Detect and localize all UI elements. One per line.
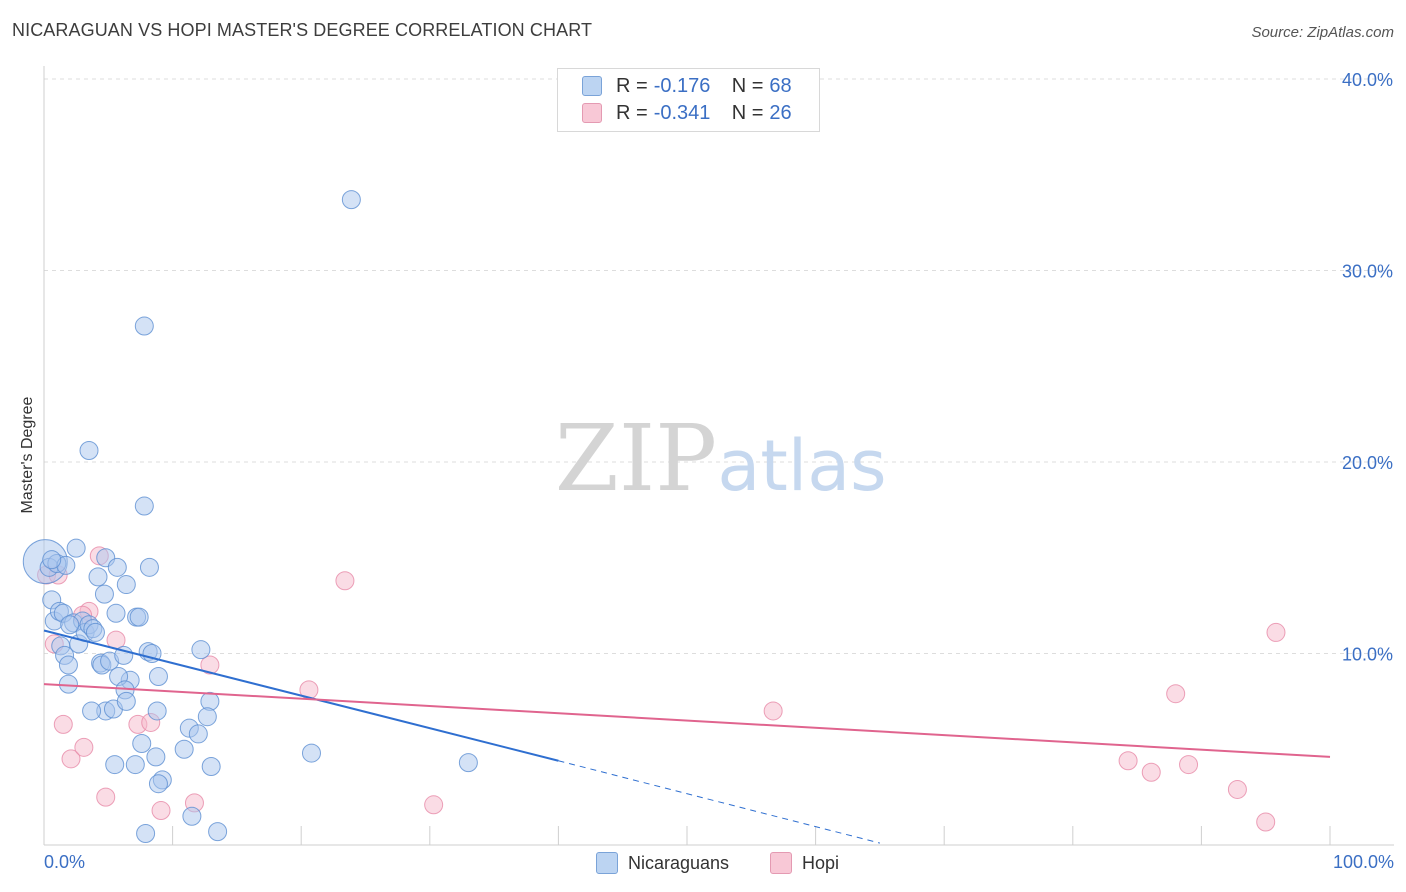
trend-lines [43, 629, 1331, 844]
nicaraguans-point [188, 724, 208, 744]
legend-n-value: 26 [769, 101, 792, 124]
legend-label-hopi: Hopi [802, 852, 840, 873]
nicaraguans-point [148, 774, 168, 794]
nicaraguans-point [208, 822, 228, 842]
hopi-point [74, 737, 94, 757]
legend-swatch-blue [582, 76, 602, 96]
nicaraguans-point [106, 603, 126, 623]
nicaraguans-point [458, 753, 478, 773]
nicaraguans-trend-line [43, 629, 559, 762]
watermark: ZIP atlas [555, 405, 887, 512]
nicaraguans-point [79, 441, 99, 461]
x-tick-label-min: 0.0% [44, 852, 86, 872]
hopi-point [96, 787, 116, 807]
series-legend: Nicaraguans Hopi [0, 852, 1406, 876]
nicaraguans-point [132, 734, 152, 754]
nicaraguans-point [60, 615, 80, 635]
hopi-point [53, 714, 73, 734]
hopi-point [1227, 779, 1247, 799]
y-tick-label: 10.0% [1342, 645, 1393, 665]
watermark-atlas: atlas [717, 425, 886, 507]
hopi-point [335, 571, 355, 591]
nicaraguans-point [136, 824, 156, 844]
nicaraguans-point [341, 190, 361, 210]
legend-row-hopi: R = -0.341 N = 26 [582, 100, 792, 126]
nicaraguans-point [147, 701, 167, 721]
nicaraguans-point [301, 743, 321, 763]
hopi-point [763, 701, 783, 721]
hopi-point [1166, 684, 1186, 704]
stats-legend: R = -0.176 N = 68 R = -0.341 N = 26 [557, 68, 820, 132]
nicaraguans-point [107, 557, 127, 577]
legend-r-label: R = [616, 101, 648, 124]
nicaraguans-trend-extension [558, 760, 881, 844]
axes [43, 66, 1394, 846]
y-tick-label: 20.0% [1342, 453, 1393, 473]
nicaraguans-point [182, 806, 202, 826]
hopi-point [61, 749, 81, 769]
hopi-point [1141, 762, 1161, 782]
nicaraguans-point [201, 756, 221, 776]
chart-title: NICARAGUAN VS HOPI MASTER'S DEGREE CORRE… [12, 20, 593, 40]
nicaraguans-point [66, 538, 86, 558]
source-label: Source: ZipAtlas.com [1251, 24, 1394, 41]
nicaraguans-point [58, 655, 78, 675]
hopi-point [1256, 812, 1276, 832]
nicaraguans-point [125, 755, 145, 775]
nicaraguans-point [88, 567, 108, 587]
hopi-point [424, 795, 444, 815]
legend-swatch-pink [582, 103, 602, 123]
legend-item-hopi[interactable]: Hopi [770, 852, 839, 874]
legend-row-nicaraguans: R = -0.176 N = 68 [582, 73, 792, 99]
legend-n-value: 68 [769, 74, 792, 97]
y-tick-label: 30.0% [1342, 262, 1393, 282]
hopi-point [1118, 751, 1138, 771]
legend-n-label: N = [731, 74, 764, 97]
hopi-point [151, 801, 171, 821]
legend-item-nicaraguans[interactable]: Nicaraguans [596, 852, 729, 874]
nicaraguans-point [197, 707, 217, 727]
watermark-zip: ZIP [555, 405, 717, 512]
nicaraguans-point [116, 691, 136, 711]
hopi-point [1266, 622, 1286, 642]
nicaraguans-point [129, 607, 149, 627]
nicaraguans-point [105, 755, 125, 775]
nicaraguans-point [134, 316, 154, 336]
legend-swatch-blue [596, 852, 618, 874]
nicaraguans-point [82, 701, 102, 721]
x-tick-label-max: 100.0% [1332, 852, 1394, 872]
legend-r-value: -0.176 [653, 74, 711, 97]
legend-swatch-pink [770, 852, 792, 874]
grid-lines [44, 78, 1394, 654]
legend-label-nicaraguans: Nicaraguans [628, 852, 730, 873]
y-tick-labels: 10.0% 20.0% 30.0% 40.0% [1342, 70, 1393, 665]
legend-r-value: -0.341 [653, 101, 711, 124]
hopi-trend-line [43, 683, 1331, 758]
nicaraguans-point [139, 557, 159, 577]
nicaraguans-point [116, 575, 136, 595]
nicaraguans-point [148, 666, 168, 686]
nicaraguans-point [191, 640, 211, 660]
nicaraguans-point [174, 739, 194, 759]
hopi-points [37, 546, 1286, 832]
legend-n-label: N = [731, 101, 764, 124]
hopi-point [1179, 755, 1199, 775]
y-tick-label: 40.0% [1342, 70, 1393, 90]
nicaraguans-point [146, 747, 166, 767]
nicaraguans-point [85, 622, 105, 642]
nicaraguans-point [134, 496, 154, 516]
hopi-point [200, 655, 220, 675]
y-axis-label: Master's Degree [19, 396, 36, 514]
nicaraguans-point [58, 674, 78, 694]
legend-r-label: R = [616, 74, 648, 97]
nicaraguans-points [22, 190, 478, 844]
nicaraguans-point [94, 584, 114, 604]
nicaraguans-point [42, 550, 62, 570]
